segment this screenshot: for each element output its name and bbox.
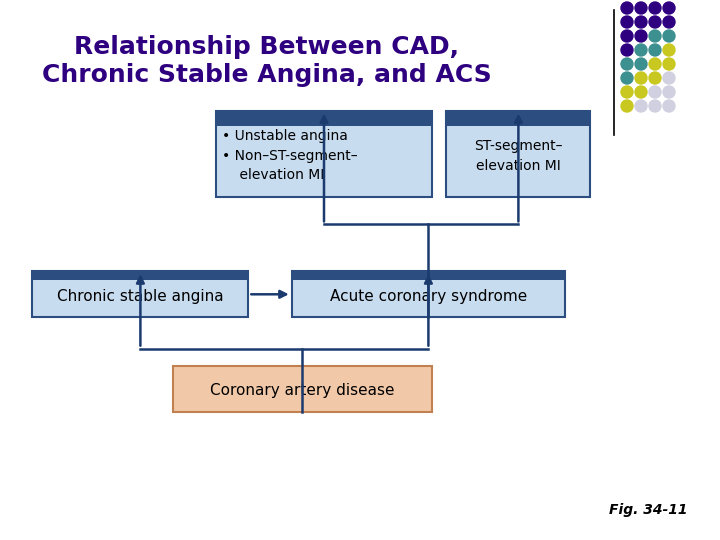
- Circle shape: [663, 44, 675, 56]
- FancyBboxPatch shape: [446, 111, 590, 197]
- Circle shape: [635, 16, 647, 28]
- Circle shape: [649, 72, 661, 84]
- Circle shape: [663, 100, 675, 112]
- Circle shape: [649, 58, 661, 70]
- Text: ST-segment–
elevation MI: ST-segment– elevation MI: [474, 139, 562, 173]
- Circle shape: [649, 30, 661, 42]
- FancyBboxPatch shape: [446, 111, 590, 126]
- FancyBboxPatch shape: [292, 271, 565, 280]
- Circle shape: [649, 44, 661, 56]
- Circle shape: [635, 72, 647, 84]
- Circle shape: [635, 86, 647, 98]
- Circle shape: [621, 44, 633, 56]
- Circle shape: [663, 16, 675, 28]
- Circle shape: [635, 58, 647, 70]
- Circle shape: [621, 100, 633, 112]
- Circle shape: [663, 86, 675, 98]
- Circle shape: [621, 72, 633, 84]
- Circle shape: [649, 86, 661, 98]
- Circle shape: [635, 30, 647, 42]
- Text: Acute coronary syndrome: Acute coronary syndrome: [330, 289, 527, 304]
- Circle shape: [621, 16, 633, 28]
- Circle shape: [635, 100, 647, 112]
- Text: Relationship Between CAD,: Relationship Between CAD,: [74, 35, 459, 59]
- Text: Fig. 34-11: Fig. 34-11: [608, 503, 688, 517]
- FancyBboxPatch shape: [216, 111, 432, 126]
- Circle shape: [663, 2, 675, 14]
- Circle shape: [649, 16, 661, 28]
- FancyBboxPatch shape: [32, 271, 248, 317]
- Text: Chronic Stable Angina, and ACS: Chronic Stable Angina, and ACS: [42, 63, 491, 87]
- Circle shape: [649, 100, 661, 112]
- Circle shape: [663, 58, 675, 70]
- Circle shape: [663, 72, 675, 84]
- Circle shape: [635, 44, 647, 56]
- Circle shape: [635, 2, 647, 14]
- Circle shape: [621, 86, 633, 98]
- Circle shape: [663, 30, 675, 42]
- FancyBboxPatch shape: [216, 111, 432, 197]
- FancyBboxPatch shape: [173, 366, 432, 411]
- Text: Chronic stable angina: Chronic stable angina: [57, 289, 224, 304]
- Circle shape: [621, 2, 633, 14]
- Text: • Unstable angina
• Non–ST-segment–
    elevation MI: • Unstable angina • Non–ST-segment– elev…: [222, 130, 358, 183]
- Circle shape: [621, 30, 633, 42]
- FancyBboxPatch shape: [32, 271, 248, 280]
- FancyBboxPatch shape: [292, 271, 565, 317]
- Circle shape: [621, 58, 633, 70]
- Text: Coronary artery disease: Coronary artery disease: [210, 383, 395, 399]
- Circle shape: [649, 2, 661, 14]
